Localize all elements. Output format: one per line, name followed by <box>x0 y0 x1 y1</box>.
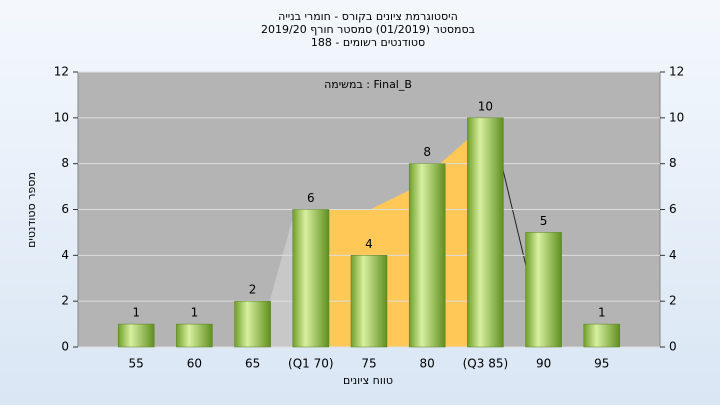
y-axis-label: מספר סטודנטים <box>25 172 38 248</box>
x-axis-label: טווח ציונים <box>343 374 393 387</box>
bar <box>176 323 213 348</box>
y2-tick-label: 2 <box>669 294 677 308</box>
data-label: 4 <box>365 237 373 251</box>
y-tick-label: 0 <box>61 340 69 354</box>
y2-tick-label: 10 <box>669 110 684 124</box>
y2-tick-label: 0 <box>669 340 677 354</box>
bar <box>234 300 271 348</box>
x-tick-label: 80 <box>420 357 435 371</box>
y-tick-label: 4 <box>61 248 69 262</box>
y2-tick-label: 8 <box>669 156 677 170</box>
data-label: 8 <box>423 145 431 159</box>
x-tick-label: 90 <box>536 357 551 371</box>
y-tick-label: 10 <box>54 110 69 124</box>
bar <box>350 255 388 348</box>
y2-tick-label: 12 <box>669 65 684 79</box>
chart-title: סטודנטים רשומים - 188 <box>311 36 425 49</box>
chart-title: בסמסטר (01/2019) סמסטר חורף 2019/20 <box>261 23 475 36</box>
x-tick-label: (Q3 85) <box>463 357 509 371</box>
bar <box>408 163 446 348</box>
x-tick-label: 55 <box>129 357 144 371</box>
y2-tick-label: 4 <box>669 248 677 262</box>
data-label: 10 <box>478 99 493 113</box>
x-tick-label: 75 <box>361 357 376 371</box>
data-label: 1 <box>191 306 199 320</box>
x-tick-label: 65 <box>245 357 260 371</box>
y-tick-label: 12 <box>54 65 69 79</box>
data-label: 1 <box>598 306 606 320</box>
y-tick-label: 6 <box>61 202 69 216</box>
bar <box>525 232 562 348</box>
data-label: 1 <box>132 306 140 320</box>
bar <box>292 209 330 348</box>
bar <box>117 323 155 348</box>
data-label: 2 <box>249 283 257 297</box>
y2-tick-label: 6 <box>669 202 677 216</box>
bar <box>583 323 621 348</box>
annotation: במשימה : Final_B <box>324 78 412 91</box>
x-tick-label: (Q1 70) <box>288 357 334 371</box>
x-tick-label: 60 <box>187 357 202 371</box>
x-tick-label: 95 <box>594 357 609 371</box>
y-tick-label: 8 <box>61 156 69 170</box>
chart-title: היסטוגרמת ציונים בקורס - חומרי בנייה <box>278 10 458 23</box>
data-label: 6 <box>307 191 315 205</box>
whisker-line <box>502 169 528 271</box>
data-label: 5 <box>540 214 548 228</box>
y-tick-label: 2 <box>61 294 69 308</box>
bar <box>467 117 504 348</box>
